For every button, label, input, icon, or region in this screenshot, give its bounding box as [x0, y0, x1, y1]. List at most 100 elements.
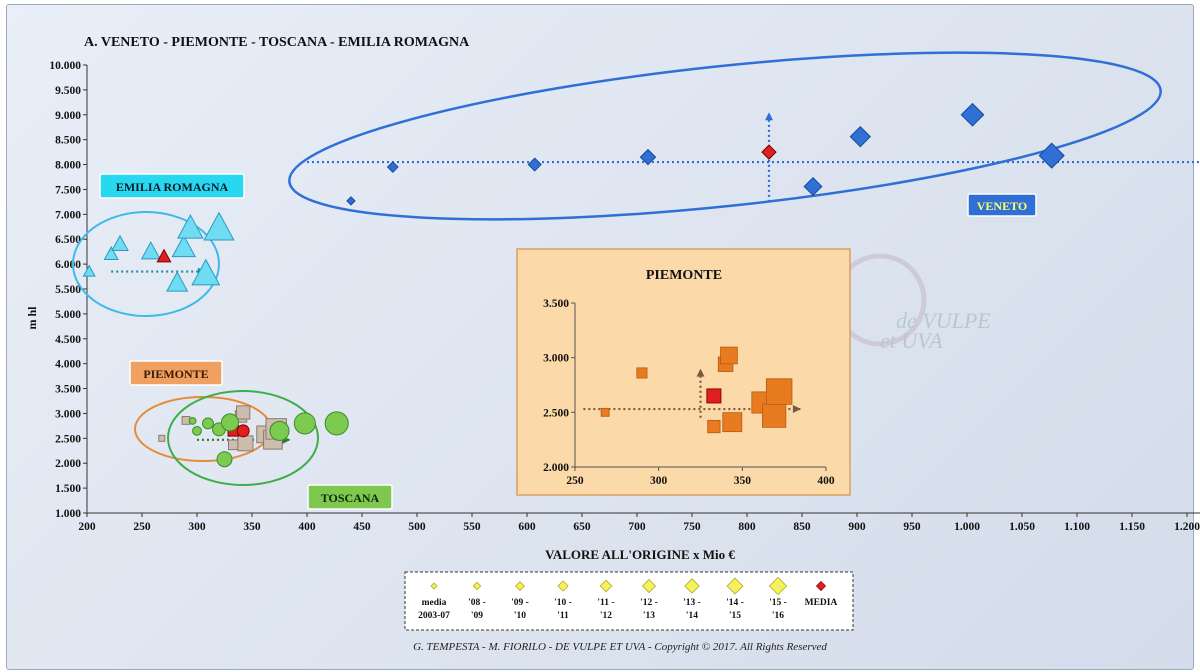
- veneto-point: [960, 102, 985, 127]
- legend-label: '12: [600, 611, 612, 621]
- inset-point: [636, 367, 648, 379]
- y-tick-label: 8.000: [55, 160, 81, 172]
- legend-marker: [815, 580, 827, 592]
- veneto-point: [346, 196, 356, 206]
- emilia-romagna-point: [166, 271, 189, 292]
- inset-mean-vertical-arrowhead: [696, 368, 705, 377]
- legend-label: '09 -: [511, 598, 529, 608]
- chart-title: A. VENETO - PIEMONTE - TOSCANA - EMILIA …: [84, 35, 470, 50]
- emilia-romagna-point: [82, 264, 96, 277]
- legend-label: '16: [772, 611, 784, 621]
- emilia-romagna-point: [191, 258, 221, 286]
- y-tick-label: 9.000: [55, 110, 81, 122]
- footer-credit: G. TEMPESTA - M. FIORILO - DE VULPE ET U…: [413, 641, 827, 653]
- x-tick-label: 1.150: [1119, 521, 1145, 533]
- toscana-point: [269, 420, 290, 441]
- y-tick-label: 6.000: [55, 259, 81, 271]
- x-tick-label: 1.100: [1064, 521, 1090, 533]
- emilia-romagna-label: EMILIA ROMAGNA: [116, 180, 229, 194]
- emilia-romagna-point: [140, 241, 161, 260]
- veneto-point: [639, 148, 657, 166]
- x-tick-label: 850: [793, 521, 811, 533]
- piemonte-point: [236, 405, 251, 420]
- x-axis-label: VALORE ALL'ORIGINE x Mio €: [545, 547, 735, 562]
- veneto-point: [386, 161, 399, 173]
- piemonte-ellipse: [134, 396, 272, 462]
- veneto-mean-vertical-arrowhead: [765, 112, 773, 121]
- veneto-point: [803, 176, 823, 196]
- inset-point: [600, 407, 610, 417]
- x-tick-label: 250: [133, 521, 151, 533]
- tick-labels: 200 250 300 350 400 450 500 550 600 650 700 750 800 8…: [49, 60, 1200, 533]
- x-tick-label: 400: [298, 521, 316, 533]
- emilia-romagna-label-box: [99, 173, 245, 199]
- axes: [83, 64, 1200, 517]
- svg-text:et UVA: et UVA: [880, 328, 943, 353]
- piemonte-inset: PIEMONTE 250 300 350 400 2.000 2.500 3.000 3.500: [516, 248, 851, 496]
- piemonte-point: [158, 434, 166, 442]
- y-tick-label: 7.500: [55, 184, 81, 196]
- inset-x-tick-label: 250: [566, 475, 584, 487]
- veneto-point: [527, 157, 542, 172]
- legend-label: '11 -: [597, 598, 614, 608]
- toscana-point: [216, 451, 233, 468]
- inset-x-tick-label: 400: [817, 475, 835, 487]
- x-tick-label: 550: [463, 521, 481, 533]
- legend-label: '08 -: [468, 598, 486, 608]
- legend-label: '15: [729, 611, 741, 621]
- piemonte-point: [181, 416, 191, 425]
- y-tick-label: 2.500: [55, 433, 81, 445]
- inset-y-tick-label: 2.000: [543, 462, 569, 474]
- svg-text:de VULPE: de VULPE: [896, 308, 991, 333]
- watermark-logo: de VULPE et UVA: [833, 253, 991, 353]
- legend-label: '10: [514, 611, 526, 621]
- legend-marker: [641, 578, 657, 594]
- inset-y-tick-label: 3.500: [543, 298, 569, 310]
- veneto-mean-point: [761, 144, 777, 160]
- legend-label: MEDIA: [805, 598, 838, 608]
- inset-y-tick-label: 2.500: [543, 407, 569, 419]
- y-tick-label: 7.000: [55, 209, 81, 221]
- veneto-point: [849, 125, 872, 148]
- x-tick-label: 500: [408, 521, 426, 533]
- veneto-label: VENETO: [977, 199, 1027, 213]
- legend-label: '12 -: [640, 598, 658, 608]
- toscana-point: [188, 417, 197, 425]
- piemonte-point: [237, 435, 254, 452]
- emilia-romagna-point: [171, 234, 197, 258]
- legend-label: '14 -: [726, 598, 744, 608]
- y-tick-label: 3.500: [55, 384, 81, 396]
- legend-label: '11: [557, 611, 569, 621]
- x-tick-label: 650: [573, 521, 591, 533]
- x-tick-label: 450: [353, 521, 371, 533]
- toscana-mean-point: [236, 424, 250, 438]
- inset-x-tick-label: 300: [650, 475, 668, 487]
- legend-label: '14: [686, 611, 698, 621]
- legend-marker: [515, 581, 525, 591]
- inset-x-tick-label: 350: [734, 475, 752, 487]
- x-tick-label: 1.050: [1009, 521, 1035, 533]
- x-tick-label: 350: [243, 521, 261, 533]
- y-tick-label: 8.500: [55, 135, 81, 147]
- legend-label: '10 -: [554, 598, 572, 608]
- toscana-ellipse: [167, 390, 319, 486]
- x-tick-label: 750: [683, 521, 701, 533]
- y-tick-label: 4.500: [55, 334, 81, 346]
- data-marks: [82, 102, 1200, 468]
- toscana-label: TOSCANA: [321, 491, 380, 505]
- emilia-romagna-mean-point: [156, 248, 172, 263]
- emilia-romagna-point: [203, 211, 235, 241]
- x-tick-label: 900: [848, 521, 866, 533]
- legend-marker: [472, 581, 482, 591]
- inset-background: [516, 248, 851, 496]
- piemonte-label-box: [129, 360, 223, 386]
- legend-marker: [726, 577, 744, 595]
- inset-y-tick-label: 3.000: [543, 353, 569, 365]
- x-tick-label: 800: [738, 521, 756, 533]
- x-tick-label: 1.000: [954, 521, 980, 533]
- region-labels: VENETO EMILIA ROMAGNA PIEMONTE TOSCANA: [99, 173, 1037, 510]
- x-tick-label: 200: [78, 521, 96, 533]
- x-tick-label: 700: [628, 521, 646, 533]
- inset-point: [720, 346, 738, 365]
- legend-label: '09: [471, 611, 483, 621]
